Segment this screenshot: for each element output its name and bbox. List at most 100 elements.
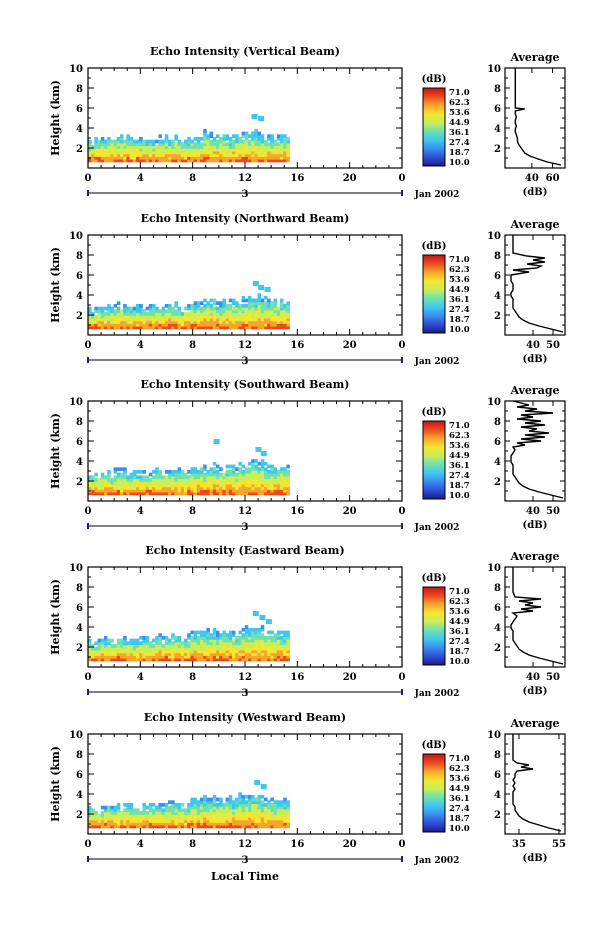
heatmap-cell xyxy=(116,325,121,330)
heatmap-cell xyxy=(100,652,105,656)
heatmap-cell xyxy=(155,470,159,474)
heatmap-cell xyxy=(280,808,284,813)
heatmap-cell xyxy=(212,467,217,471)
heatmap-cell xyxy=(232,488,236,493)
heatmap-cell xyxy=(145,139,150,144)
profile-title: Average xyxy=(509,550,559,563)
heatmap-cell xyxy=(139,811,143,815)
heatmap-cell xyxy=(104,486,108,490)
heatmap-cell xyxy=(228,147,233,152)
heatmap-cell xyxy=(184,480,188,485)
heatmap-cell xyxy=(158,158,162,163)
heatmap-cell xyxy=(123,142,127,147)
heatmap-cell xyxy=(251,797,255,802)
heatmap-cell xyxy=(155,641,159,646)
heatmap-cell xyxy=(113,314,118,319)
heatmap-cell xyxy=(244,633,249,637)
heatmap-cell xyxy=(283,813,287,818)
heatmap-cell xyxy=(139,312,143,316)
heatmap-cell xyxy=(136,811,140,815)
heatmap-cell xyxy=(222,819,226,823)
y-tick-label: 4 xyxy=(76,623,83,634)
heatmap-cell xyxy=(107,824,111,829)
heatmap-cell xyxy=(139,654,143,659)
heatmap-cell xyxy=(260,811,265,815)
heatmap-cell xyxy=(235,158,239,163)
heatmap-cell xyxy=(152,813,156,818)
heatmap-cell xyxy=(216,811,220,815)
heatmap-cell xyxy=(184,638,188,643)
heatmap-cell xyxy=(257,306,262,311)
heatmap-cell xyxy=(139,824,143,829)
heatmap-cell xyxy=(152,317,156,322)
heatmap-cell xyxy=(196,644,201,648)
profile-title: Average xyxy=(509,51,559,64)
heatmap-cell xyxy=(142,824,146,829)
heatmap-cell xyxy=(113,325,118,330)
heatmap-cell xyxy=(104,147,108,152)
heatmap-cell xyxy=(260,654,265,659)
x-tick-label: 8 xyxy=(189,839,196,850)
heatmap-cell xyxy=(235,142,239,147)
heatmap-cell xyxy=(155,150,159,155)
profile-frame xyxy=(504,234,566,336)
heatmap-cell xyxy=(254,142,258,147)
heatmap-cell xyxy=(168,805,172,810)
heatmap-cell xyxy=(283,652,287,656)
heatmap-cell xyxy=(158,486,162,490)
heatmap-cell xyxy=(171,325,175,330)
heatmap-cell xyxy=(180,320,185,324)
heatmap-cell xyxy=(94,649,98,654)
heatmap-cell xyxy=(241,483,246,488)
heatmap-cell xyxy=(216,819,220,823)
heatmap-cell xyxy=(136,808,140,813)
heatmap-cell xyxy=(171,322,175,327)
heatmap-cell xyxy=(196,641,201,646)
heatmap-cell xyxy=(113,654,118,659)
heatmap-cell xyxy=(251,309,255,314)
heatmap-cell xyxy=(200,654,204,659)
heatmap-cell xyxy=(254,630,258,635)
heatmap-cell xyxy=(104,813,108,818)
profile-x-tick-label: 40 xyxy=(526,506,540,517)
heatmap-cell xyxy=(152,153,156,157)
heatmap-cell xyxy=(283,150,287,155)
heatmap-cell xyxy=(158,644,162,648)
heatmap-cell xyxy=(132,314,137,319)
heatmap-cell xyxy=(286,805,290,810)
heatmap-cell xyxy=(248,797,252,802)
heatmap-cell xyxy=(148,486,153,490)
heatmap-cell xyxy=(136,641,140,646)
heatmap-cell xyxy=(235,654,239,659)
day-label: 3 xyxy=(242,356,249,367)
heatmap-cell xyxy=(286,312,290,316)
heatmap-cell xyxy=(120,478,124,482)
heatmap-cell xyxy=(177,312,182,316)
heatmap-cell xyxy=(148,646,153,651)
heatmap-cell xyxy=(219,304,223,308)
colorbar xyxy=(422,753,446,833)
heatmap-cell xyxy=(209,821,214,826)
heatmap-cell xyxy=(196,153,201,157)
heatmap-cell xyxy=(232,312,236,316)
heatmap-cell xyxy=(174,654,178,659)
heatmap-cell xyxy=(228,805,233,810)
heatmap-cell xyxy=(209,142,214,147)
heatmap-cell xyxy=(254,641,258,646)
heatmap-cell xyxy=(200,325,204,330)
heatmap-cell xyxy=(171,153,175,157)
heatmap-cell xyxy=(273,312,278,316)
heatmap-cell xyxy=(244,134,249,138)
heatmap-cell xyxy=(216,325,220,330)
heatmap-cell xyxy=(107,147,111,152)
heatmap-cell xyxy=(152,824,156,829)
heatmap-cell xyxy=(257,137,262,141)
heatmap-cell xyxy=(164,652,169,656)
heatmap-cell xyxy=(203,312,207,316)
heatmap-cell xyxy=(177,147,182,152)
heatmap-cell xyxy=(193,153,198,157)
heatmap-cell xyxy=(219,153,223,157)
heatmap-cell xyxy=(216,486,220,490)
heatmap-cell xyxy=(225,638,230,643)
heatmap-cell xyxy=(116,811,121,815)
